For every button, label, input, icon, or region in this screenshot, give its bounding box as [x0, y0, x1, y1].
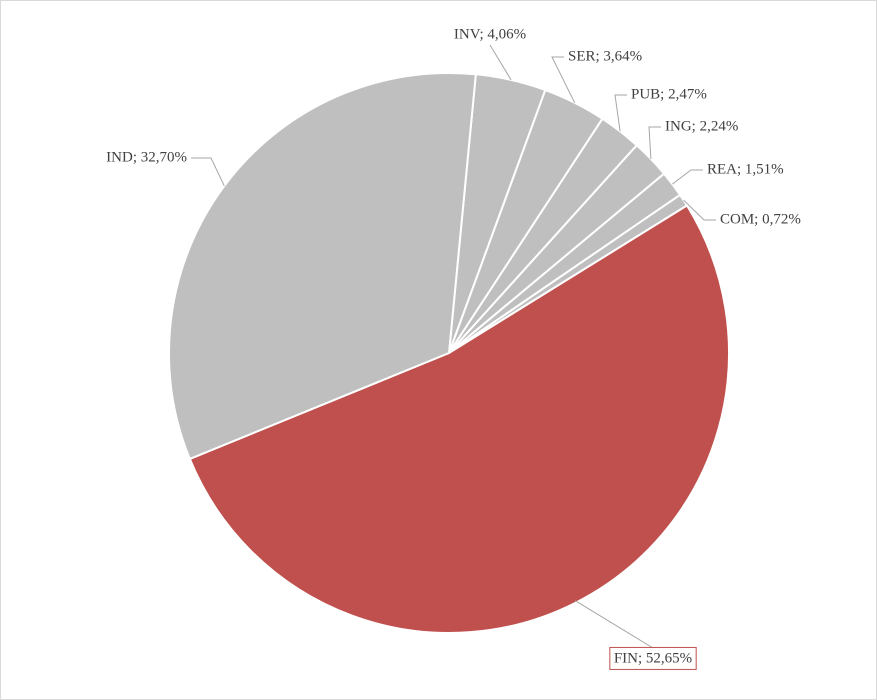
label-box — [609, 646, 697, 670]
data-label: INV; 4,06% — [454, 26, 526, 42]
leader-line — [191, 157, 225, 187]
pie-slice — [168, 72, 477, 461]
leader-line — [648, 126, 661, 160]
data-label: IND; 32,70% — [106, 149, 187, 165]
leader-line — [489, 44, 512, 81]
leader-line — [574, 600, 654, 649]
leader-line — [683, 199, 716, 221]
leader-line — [672, 169, 703, 185]
leader-line — [614, 94, 627, 132]
data-label: REA; 1,51% — [707, 161, 784, 177]
pie-slice — [188, 204, 730, 634]
data-label: COM; 0,72% — [720, 211, 801, 227]
data-label: PUB; 2,47% — [631, 86, 707, 102]
data-label: FIN; 52,65% — [614, 650, 692, 666]
leader-line — [551, 56, 576, 104]
data-label: ING; 2,24% — [665, 118, 738, 134]
data-label: SER; 3,64% — [568, 48, 642, 64]
